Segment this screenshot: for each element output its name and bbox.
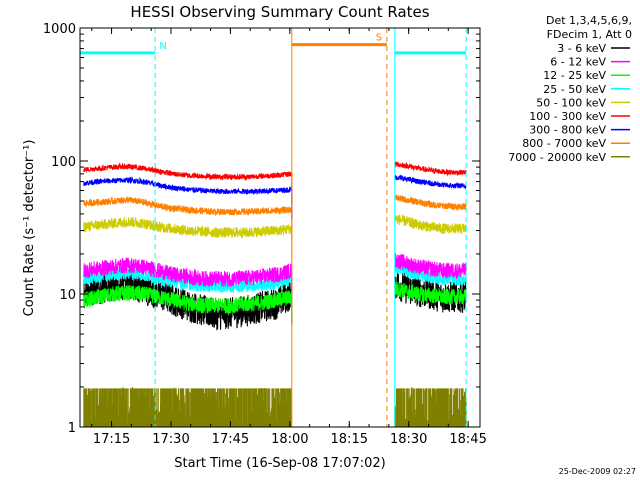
series-line-segment	[83, 257, 293, 287]
y-axis: 1 10 100 1000	[43, 22, 480, 436]
legend: Det 1,3,4,5,6,9, FDecim 1, Att 0 3 - 6 k…	[508, 14, 632, 164]
x-tick-label: 17:45	[212, 432, 249, 447]
saa-annotation: S	[291, 28, 388, 427]
footer-date: 25-Dec-2009 02:27	[559, 467, 636, 476]
series-line-segment	[83, 387, 292, 427]
x-tick-label: 18:00	[271, 432, 308, 447]
legend-entry-label: 12 - 25 keV	[543, 69, 606, 82]
series-line-segment	[394, 174, 467, 190]
series-line-segment	[394, 252, 467, 280]
y-tick-label: 1	[68, 421, 76, 436]
x-tick-label: 18:45	[449, 432, 486, 447]
plot-frame	[79, 27, 481, 428]
legend-entry-label: 300 - 800 keV	[529, 124, 606, 137]
y-tick-label: 10	[59, 288, 76, 303]
x-tick-label: 17:15	[93, 432, 130, 447]
y-tick-label: 100	[51, 155, 76, 170]
series-12-to-25keV	[83, 281, 467, 327]
series-line-segment	[83, 195, 293, 217]
x-tick-label: 18:30	[390, 432, 427, 447]
chart-title: HESSI Observing Summary Count Rates	[130, 3, 429, 21]
series-line-segment	[83, 176, 293, 196]
series-line-segment	[83, 216, 293, 239]
series-line-segment	[394, 194, 467, 211]
series-line-segment	[394, 214, 467, 235]
legend-header-line-2: FDecim 1, Att 0	[547, 28, 632, 41]
x-tick-label: 18:15	[331, 432, 368, 447]
legend-entry-label: 6 - 12 keV	[550, 56, 606, 69]
legend-entry-label: 3 - 6 keV	[557, 42, 606, 55]
plot-area: N S 17:15 17:30 17:45 18:00 18:15 18:30 18:45 1…	[43, 22, 487, 447]
night-label: N	[159, 41, 166, 52]
legend-entry-label: 100 - 300 keV	[529, 110, 606, 123]
legend-header-line-1: Det 1,3,4,5,6,9,	[546, 14, 632, 27]
y-tick-label: 1000	[43, 22, 76, 37]
legend-entry-label: 7000 - 20000 keV	[508, 151, 606, 164]
legend-entry-label: 50 - 100 keV	[536, 96, 606, 109]
legend-entry-label: 25 - 50 keV	[543, 83, 606, 96]
x-tick-label: 17:30	[152, 432, 189, 447]
series-50-to-100keV	[83, 214, 467, 259]
series-line-segment	[83, 162, 293, 181]
x-axis: 17:15 17:30 17:45 18:00 18:15 18:30 18:45	[91, 28, 487, 447]
y-axis-label: Count Rate (s⁻¹ detector⁻¹)	[22, 140, 37, 317]
series-line-segment	[394, 161, 467, 177]
legend-entry-label: 800 - 7000 keV	[522, 137, 606, 150]
saa-label: S	[376, 33, 382, 44]
series-layer	[83, 161, 467, 427]
series-line-segment	[83, 284, 293, 314]
x-axis-label: Start Time (16-Sep-08 17:07:02)	[174, 456, 385, 471]
series-line-segment	[394, 281, 467, 305]
series-line-segment	[394, 387, 467, 427]
